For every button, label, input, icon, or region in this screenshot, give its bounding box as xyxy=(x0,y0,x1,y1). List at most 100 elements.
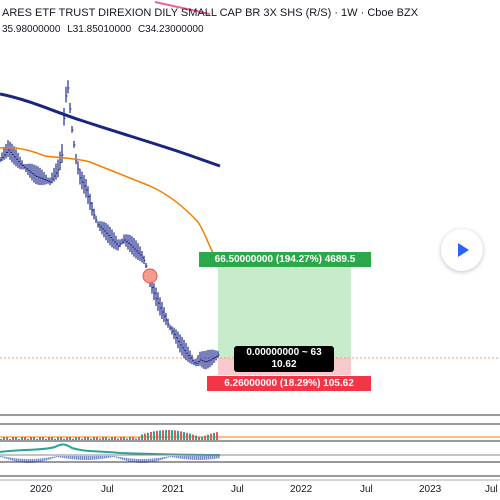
volume-bar xyxy=(42,437,44,440)
oscillator-bar xyxy=(212,456,214,460)
oscillator-bar xyxy=(32,458,34,463)
play-button[interactable] xyxy=(441,229,483,271)
oscillator-bar xyxy=(118,456,120,459)
oscillator-bar xyxy=(4,456,6,459)
volume-bar xyxy=(123,437,125,440)
oscillator-bar xyxy=(72,456,74,460)
ma-short-line xyxy=(0,146,219,263)
volume-bar xyxy=(96,437,98,440)
oscillator-bar xyxy=(190,456,192,460)
volume-bar xyxy=(0,439,2,440)
oscillator-bar xyxy=(82,456,84,460)
drawing-line-pink xyxy=(154,1,211,15)
volume-bar xyxy=(114,437,116,440)
volume-bar xyxy=(156,430,158,440)
volume-bar xyxy=(33,437,35,440)
oscillator-bar xyxy=(128,458,130,462)
x-tick-2021: 2021 xyxy=(162,484,185,495)
oscillator-bar xyxy=(40,458,42,462)
oscillator-bar xyxy=(22,458,24,463)
oscillator-bar xyxy=(172,456,174,458)
oscillator-bar xyxy=(50,457,52,460)
x-tick-2023: 2023 xyxy=(419,484,442,495)
oscillator-bar xyxy=(80,456,82,460)
x-tick-jul-2023: Jul xyxy=(485,484,498,495)
oscillator-bar xyxy=(122,457,124,460)
volume-bar xyxy=(120,437,122,440)
oscillator-bar xyxy=(150,458,152,463)
volume-bar xyxy=(141,434,143,440)
volume-bar xyxy=(174,430,176,440)
oscillator-bar xyxy=(146,458,148,463)
volume-bar xyxy=(93,437,95,440)
alert-marker[interactable] xyxy=(142,268,158,284)
volume-bar xyxy=(90,438,92,440)
oscillator-bar xyxy=(178,456,180,459)
volume-bar xyxy=(186,432,188,440)
oscillator-bar xyxy=(96,456,98,460)
oscillator-bar xyxy=(168,456,170,458)
volume-bar xyxy=(183,432,185,440)
oscillator-bar xyxy=(210,456,212,460)
oscillator-bar xyxy=(152,458,154,462)
volume-bar xyxy=(6,437,8,440)
oscillator-bar xyxy=(148,458,150,463)
stop-label[interactable]: 6.26000000 (18.29%) 105.62 xyxy=(207,376,371,391)
oscillator-bar xyxy=(164,456,166,459)
volume-bar xyxy=(162,430,164,440)
play-icon xyxy=(458,243,469,257)
oscillator-bar xyxy=(44,457,46,461)
entry-label[interactable]: 0.00000000 ~ 63 10.62 xyxy=(234,346,334,372)
oscillator-bar xyxy=(62,456,64,458)
volume-bar xyxy=(198,436,200,440)
oscillator-bar xyxy=(144,458,146,463)
volume-bar xyxy=(132,437,134,440)
oscillator-bar xyxy=(160,457,162,461)
volume-bar xyxy=(102,437,104,440)
oscillator-bar xyxy=(28,458,30,463)
oscillator-bar xyxy=(182,456,184,459)
oscillator-bar xyxy=(198,456,200,460)
target-label[interactable]: 66.50000000 (194.27%) 4689.5 xyxy=(199,252,371,267)
volume-bar xyxy=(72,438,74,440)
volume-bar xyxy=(117,438,119,440)
oscillator-bar xyxy=(18,458,20,463)
volume-bar xyxy=(69,437,71,440)
ohlc-low: L31.85010000 xyxy=(67,24,132,35)
volume-bar xyxy=(159,430,161,440)
volume-bar xyxy=(24,437,26,440)
x-tick-jul-2021: Jul xyxy=(231,484,244,495)
oscillator-bar xyxy=(14,458,16,462)
volume-bar xyxy=(207,434,209,440)
oscillator-bar xyxy=(68,456,70,459)
volume-bar xyxy=(180,431,182,440)
oscillator-bar xyxy=(56,456,58,458)
volume-bar xyxy=(153,431,155,440)
oscillator-bar xyxy=(46,457,48,461)
oscillator-bar xyxy=(192,456,194,460)
ohlc-readout: 35.98000000 L31.85010000 C34.23000000 xyxy=(2,24,208,35)
oscillator-bar xyxy=(54,456,56,458)
ma-long-line xyxy=(0,92,221,168)
oscillator-bar xyxy=(200,456,202,460)
volume-bar xyxy=(213,432,215,440)
volume-bar xyxy=(51,437,53,440)
oscillator-bar xyxy=(214,456,216,459)
volume-bar xyxy=(171,430,173,440)
oscillator-bar xyxy=(16,458,18,462)
x-tick-2020: 2020 xyxy=(30,484,53,495)
oscillator-bar xyxy=(36,458,38,463)
volume-bar xyxy=(60,437,62,440)
price-bars xyxy=(0,80,220,370)
oscillator-bar xyxy=(156,458,158,462)
volume-bar xyxy=(165,430,167,440)
oscillator-bar xyxy=(94,456,96,460)
volume-bar xyxy=(84,437,86,440)
oscillator-bar xyxy=(124,457,126,461)
volume-bar xyxy=(15,437,17,440)
oscillator-bar xyxy=(30,458,32,463)
oscillator-bar xyxy=(52,456,54,459)
oscillator-bar xyxy=(116,456,118,458)
oscillator-bar xyxy=(106,456,108,459)
